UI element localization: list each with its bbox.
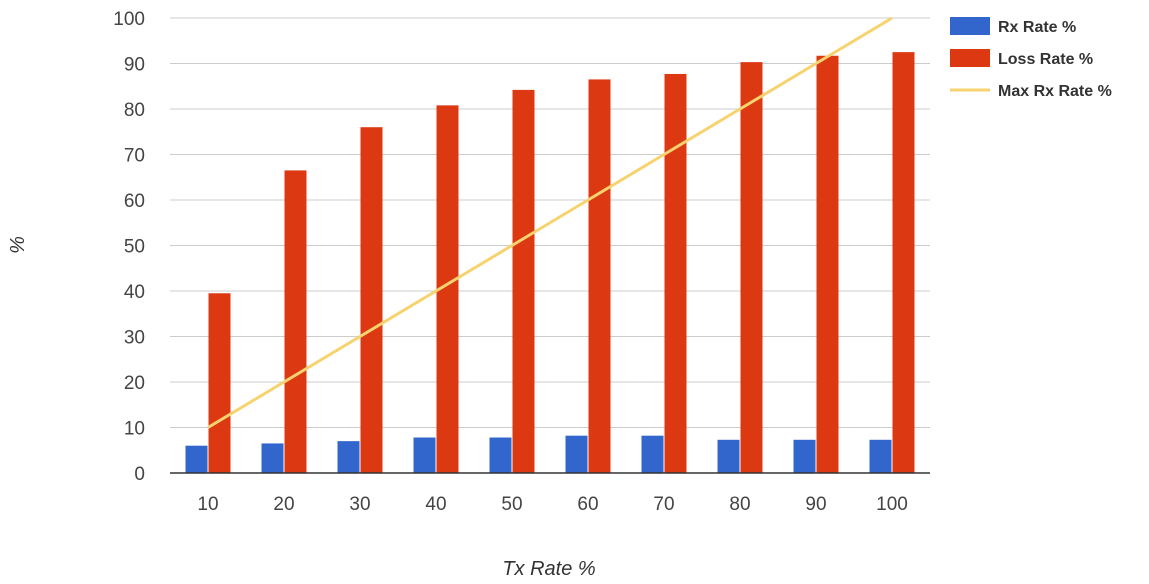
line-max-rx-rate bbox=[207, 16, 893, 429]
x-tick-label: 90 bbox=[805, 494, 826, 515]
bar-loss-rate bbox=[360, 127, 383, 473]
legend-swatch-rx-rate bbox=[950, 17, 990, 35]
y-tick-label: 50 bbox=[124, 237, 145, 258]
x-tick-label: 100 bbox=[876, 494, 908, 515]
y-tick-label: 20 bbox=[124, 373, 145, 394]
x-tick-label: 20 bbox=[273, 494, 294, 515]
bar-loss-rate bbox=[816, 55, 839, 473]
bar-loss-rate bbox=[436, 105, 459, 474]
bar-loss-rate bbox=[588, 79, 611, 474]
legend-label-rx-rate: Rx Rate % bbox=[998, 19, 1076, 36]
bar-loss-rate bbox=[284, 170, 307, 474]
legend-swatch-loss-rate bbox=[950, 49, 990, 67]
x-tick-label: 30 bbox=[349, 494, 370, 515]
x-tick-label: 60 bbox=[577, 494, 598, 515]
bar-rx-rate bbox=[185, 445, 208, 473]
x-tick-label: 80 bbox=[729, 494, 750, 515]
y-tick-label: 70 bbox=[124, 146, 145, 167]
y-tick-label: 40 bbox=[124, 282, 145, 303]
bar-rx-rate bbox=[413, 437, 436, 473]
bar-loss-rate bbox=[740, 62, 763, 473]
x-axis-title: Tx Rate % bbox=[502, 558, 595, 580]
bar-rx-rate bbox=[565, 435, 588, 473]
bar-rx-rate bbox=[717, 439, 740, 473]
y-axis-title: % bbox=[7, 236, 29, 254]
y-tick-label: 100 bbox=[113, 9, 145, 30]
bar-rx-rate bbox=[641, 435, 664, 473]
axes: 0 10 20 30 40 50 60 70 80 90 100 10 20 30 40 50 60 70 80 90… bbox=[113, 9, 930, 515]
legend: Rx Rate % Loss Rate % Max Rx Rate % bbox=[950, 17, 1112, 100]
y-tick-label: 30 bbox=[124, 328, 145, 349]
x-tick-label: 40 bbox=[425, 494, 446, 515]
y-tick-label: 80 bbox=[124, 100, 145, 121]
y-tick-label: 60 bbox=[124, 191, 145, 212]
bar-rx-rate bbox=[337, 441, 360, 473]
bar-loss-rate bbox=[892, 52, 915, 473]
bars bbox=[185, 52, 915, 474]
legend-label-max-rx-rate: Max Rx Rate % bbox=[998, 83, 1112, 100]
bar-loss-rate bbox=[208, 293, 231, 473]
bar-rx-rate bbox=[489, 437, 512, 473]
y-tick-label: 90 bbox=[124, 55, 145, 76]
x-tick-label: 50 bbox=[501, 494, 522, 515]
y-tick-label: 10 bbox=[124, 419, 145, 440]
bar-rx-rate bbox=[261, 443, 284, 473]
line-series bbox=[207, 16, 893, 429]
bar-loss-rate bbox=[664, 73, 687, 473]
y-tick-label: 0 bbox=[134, 464, 145, 485]
x-tick-label: 10 bbox=[197, 494, 218, 515]
bar-rx-rate bbox=[793, 439, 816, 473]
bar-loss-rate bbox=[512, 89, 535, 473]
legend-label-loss-rate: Loss Rate % bbox=[998, 51, 1093, 68]
bar-rx-rate bbox=[869, 439, 892, 473]
x-tick-label: 70 bbox=[653, 494, 674, 515]
